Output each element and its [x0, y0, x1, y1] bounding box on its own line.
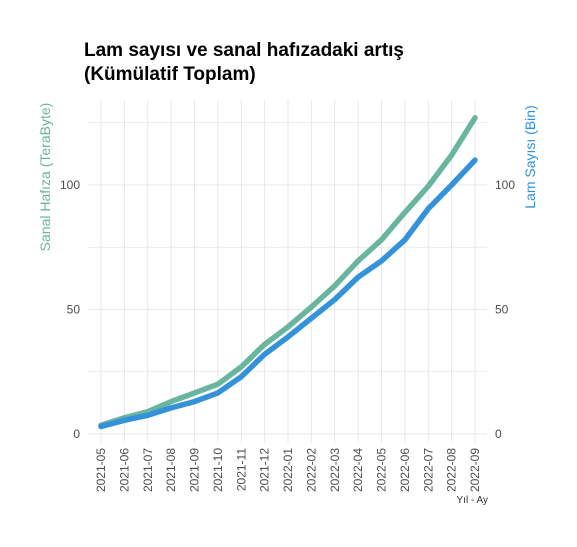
- x-tick-label: 2022-03: [328, 448, 342, 492]
- y-right-tick-label: 100: [495, 178, 515, 192]
- x-tick-label: 2022-01: [281, 448, 295, 492]
- series-line-left: [98, 115, 478, 429]
- y-axis-left: 0 50 100: [60, 178, 80, 441]
- y-left-tick-label: 0: [73, 427, 80, 441]
- x-tick-label: 2021-10: [211, 448, 225, 492]
- x-axis: 2021-05 2021-06 2021-07 2021-08 2021-09 2021-…: [94, 448, 482, 492]
- x-tick-label: 2021-09: [188, 448, 202, 492]
- y-left-tick-label: 50: [67, 303, 81, 317]
- y-axis-right-title: Lam Sayısı (Bin): [522, 105, 538, 208]
- y-right-tick-label: 0: [495, 427, 502, 441]
- y-left-tick-label: 100: [60, 178, 80, 192]
- x-tick-label: 2022-04: [351, 448, 365, 492]
- chart-title-line-1: Lam sayısı ve sanal hafızadaki artış: [84, 40, 404, 61]
- x-tick-label: 2021-11: [234, 448, 248, 491]
- x-tick-label: 2021-08: [164, 448, 178, 492]
- x-tick-label: 2022-02: [304, 448, 318, 492]
- y-axis-right: 0 50 100: [495, 178, 515, 441]
- x-tick-label: 2021-07: [141, 448, 155, 492]
- chart-title-line-2: (Kümülatif Toplam): [84, 64, 256, 85]
- y-right-tick-label: 50: [495, 303, 509, 317]
- series-layer: [98, 115, 478, 430]
- series-line-right: [98, 157, 478, 430]
- x-tick-label: 2022-07: [421, 448, 435, 492]
- grid: [88, 100, 487, 443]
- x-tick-label: 2021-05: [94, 448, 108, 492]
- x-tick-label: 2022-08: [445, 448, 459, 492]
- y-axis-left-title: Sanal Hafıza (TeraByte): [37, 103, 53, 252]
- x-tick-label: 2021-06: [117, 448, 131, 492]
- x-tick-label: 2022-06: [398, 448, 412, 492]
- x-tick-label: 2022-09: [468, 448, 482, 492]
- x-tick-label: 2022-05: [375, 448, 389, 492]
- x-tick-label: 2021-12: [258, 448, 272, 492]
- x-axis-title: Yıl - Ay: [457, 495, 489, 506]
